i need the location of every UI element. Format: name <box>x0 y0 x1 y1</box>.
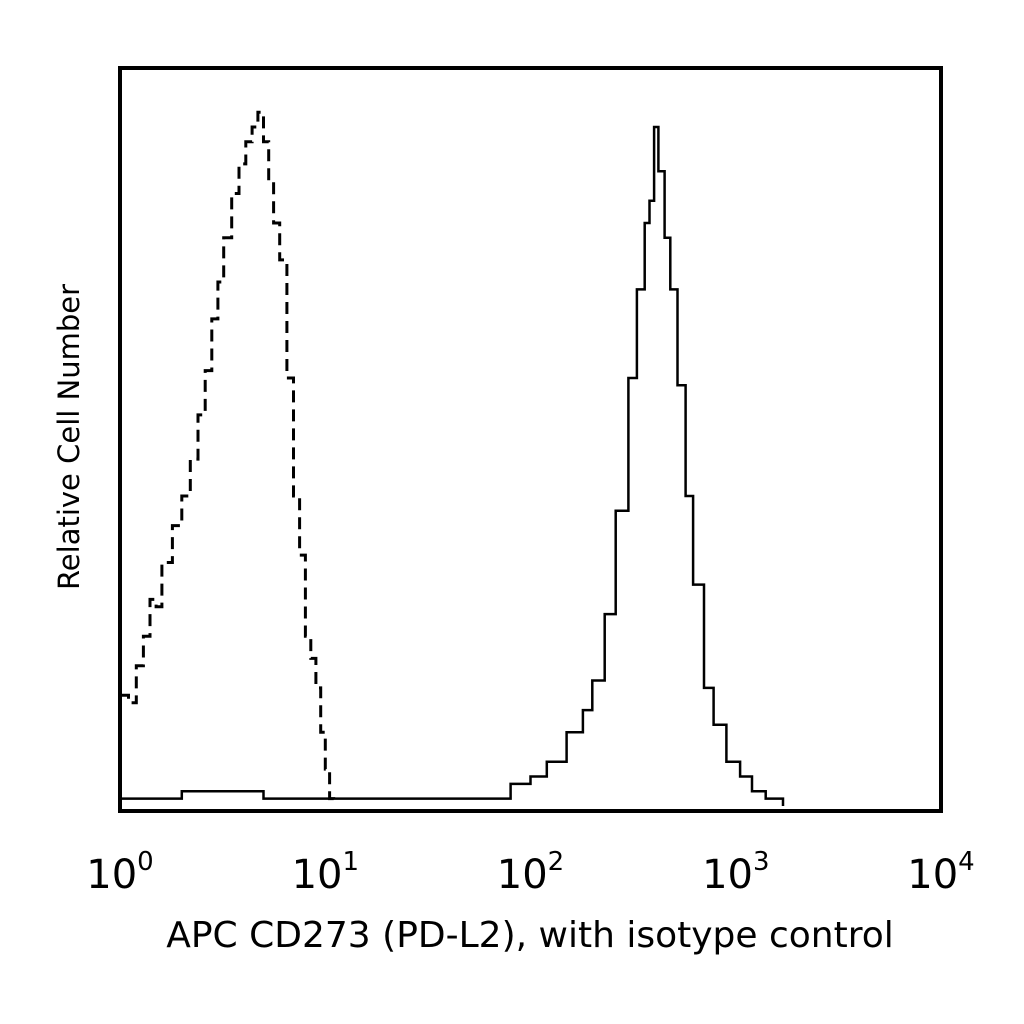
x-tick-base: 10 <box>292 852 343 898</box>
x-tick-layer: 100 101 102 103 104 <box>86 847 974 898</box>
x-axis-label: APC CD273 (PD-L2), with isotype control <box>166 915 894 956</box>
x-tick-base: 10 <box>497 852 548 898</box>
x-tick-label: 103 <box>702 847 769 898</box>
x-tick-base: 10 <box>907 852 958 898</box>
x-tick-exponent: 0 <box>137 847 154 877</box>
x-tick-exponent: 4 <box>958 847 975 877</box>
x-tick-base: 10 <box>702 852 753 898</box>
x-tick-exponent: 3 <box>753 847 770 877</box>
plot-frame <box>118 66 943 813</box>
series-layer <box>120 110 785 806</box>
x-tick-exponent: 1 <box>342 847 359 877</box>
x-tick-label: 104 <box>907 847 974 898</box>
isotype-control-histogram <box>120 110 336 806</box>
x-tick-exponent: 2 <box>548 847 565 877</box>
x-tick-label: 102 <box>497 847 564 898</box>
cd273-histogram <box>120 125 785 806</box>
x-tick-base: 10 <box>86 852 137 898</box>
x-tick-label: 100 <box>86 847 153 898</box>
y-axis-label: Relative Cell Number <box>52 284 86 590</box>
x-tick-label: 101 <box>292 847 359 898</box>
